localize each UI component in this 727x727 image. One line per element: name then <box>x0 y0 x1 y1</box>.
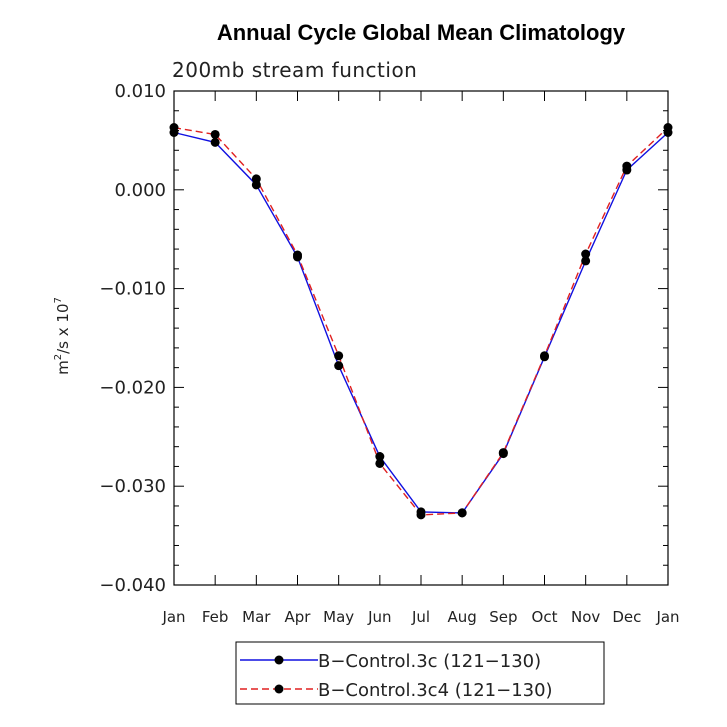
data-point-s1-6 <box>416 510 426 520</box>
plot-frame <box>173 90 669 586</box>
x-tick-label: Feb <box>202 608 229 626</box>
x-tick-label: Aug <box>448 608 477 626</box>
series-group <box>169 123 673 520</box>
data-point-s1-1 <box>210 129 220 139</box>
legend-marker-1 <box>274 684 284 694</box>
x-tick-label: Oct <box>532 608 558 626</box>
y-axis-label-mid: /s x 10 <box>54 304 72 354</box>
legend-box <box>235 641 605 705</box>
x-tick-label: Apr <box>285 608 312 626</box>
data-point-s1-9 <box>540 351 549 361</box>
y-tick-label: −0.020 <box>99 377 166 398</box>
y-tick-label: 0.010 <box>114 81 166 102</box>
data-point-s0-10 <box>581 256 591 266</box>
data-point-s1-2 <box>251 174 261 184</box>
series-line-0 <box>173 131 669 514</box>
x-tick-label: Jun <box>367 608 391 626</box>
y-tick-labels: 0.010 0.000 −0.010 −0.020 −0.030 −0.040 <box>99 81 166 596</box>
x-tick-label: May <box>323 608 354 626</box>
legend-label-1: B−Control.3c4 (121−130) <box>318 680 553 701</box>
data-point-s0-5 <box>375 452 385 462</box>
x-tick-label: Dec <box>612 608 641 626</box>
y-axis-label-sup2: 7 <box>53 297 64 303</box>
y-axis-label-base: m <box>54 360 72 375</box>
y-tick-label: −0.040 <box>99 575 166 596</box>
legend-marker-0 <box>274 655 284 665</box>
data-point-s1-5 <box>375 458 385 468</box>
chart-subtitle: 200mb stream function <box>172 58 417 82</box>
x-tick-label: Jan <box>161 608 185 626</box>
y-tick-label: 0.000 <box>114 180 166 201</box>
legend: B−Control.3c (121−130) B−Control.3c4 (12… <box>235 641 605 705</box>
series-line-1 <box>173 126 669 516</box>
chart-title: Annual Cycle Global Mean Climatology <box>217 20 626 45</box>
data-point-s0-4 <box>334 361 344 371</box>
x-tick-label: Mar <box>242 608 271 626</box>
x-tick-label: Jan <box>655 608 679 626</box>
data-point-s1-8 <box>498 448 508 458</box>
data-point-s1-10 <box>581 249 591 259</box>
y-axis-label: m2/s x 107 <box>53 297 72 375</box>
y-axis-label-sup1: 2 <box>53 354 64 360</box>
x-tick-label: Sep <box>489 608 517 626</box>
x-tick-labels: Jan Feb Mar Apr May Jun Jul Aug Sep Oct Nov Dec Jan <box>161 608 679 626</box>
data-point-s1-3 <box>293 250 302 260</box>
x-tick-label: Nov <box>571 608 600 626</box>
data-point-s0-1 <box>210 137 220 147</box>
data-point-s1-7 <box>457 508 467 518</box>
data-point-s1-11 <box>622 161 632 171</box>
data-point-s1-4 <box>334 351 344 361</box>
legend-label-0: B−Control.3c (121−130) <box>318 651 541 672</box>
y-tick-label: −0.030 <box>99 476 166 497</box>
y-tick-label: −0.010 <box>99 279 166 300</box>
x-tick-label: Jul <box>411 608 430 626</box>
